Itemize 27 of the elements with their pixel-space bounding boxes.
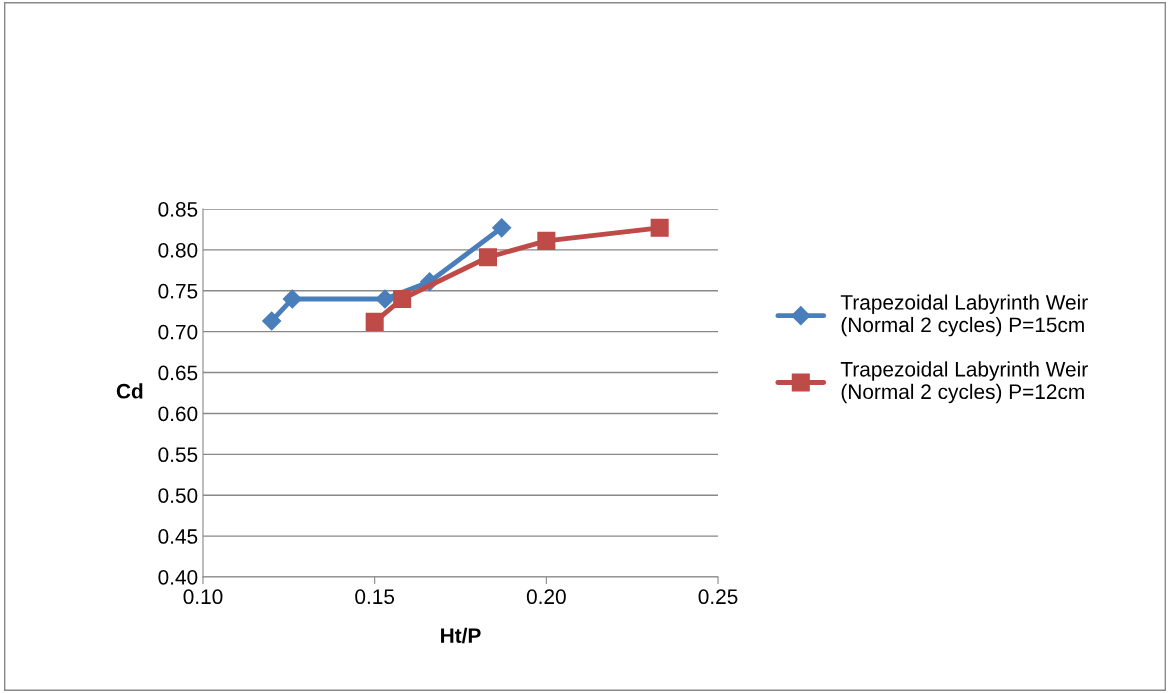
x-tick-label: 0.10 (183, 589, 223, 605)
y-tick-label: 0.55 (158, 447, 198, 463)
y-tick-label: 0.50 (158, 488, 198, 503)
point (478, 248, 498, 267)
point (375, 289, 395, 309)
x-tick-label: 0.20 (526, 589, 566, 605)
y-tick-label: 0.45 (158, 529, 198, 544)
y-tick-label: 0.60 (158, 406, 198, 422)
point (393, 289, 412, 308)
point (262, 311, 282, 331)
y-tick-label: 0.65 (158, 365, 198, 381)
y-tick-label: 0.70 (158, 324, 198, 340)
point (365, 312, 384, 331)
x-axis-title: Ht/P (441, 627, 481, 644)
legend-label: Trapezoidal Labyrinth Weir (Normal 2 cycles) P=12cm (840, 361, 1088, 404)
point (537, 231, 556, 250)
y-tick-label: 0.75 (158, 283, 198, 299)
y-axis-title: Cd (116, 383, 143, 399)
y-tick-label: 0.85 (158, 202, 198, 217)
y-tick-label: 0.80 (158, 242, 198, 258)
y-tick-label: 0.40 (158, 569, 198, 585)
point (650, 218, 669, 237)
point (492, 218, 512, 238)
point (282, 289, 302, 309)
x-tick-label: 0.25 (698, 589, 738, 605)
x-tick-label: 0.15 (355, 589, 395, 605)
legend-label: Trapezoidal Labyrinth Weir (Normal 2 cycles) P=15cm (840, 294, 1088, 337)
